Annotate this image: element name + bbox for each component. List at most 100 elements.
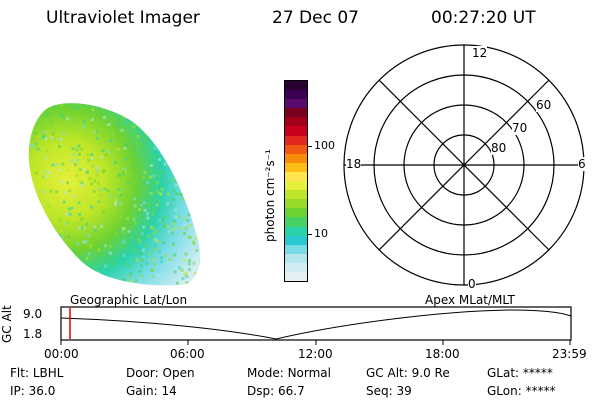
speckle-pixel: [93, 225, 97, 229]
speckle-pixel: [28, 200, 30, 204]
speckle-pixel: [144, 138, 148, 142]
speckle-pixel: [68, 266, 72, 270]
speckle-pixel: [178, 266, 182, 270]
speckle-pixel: [77, 144, 81, 148]
timeline-right-caption: Apex MLat/MLT: [425, 293, 515, 307]
speckle-pixel: [129, 112, 133, 116]
speckle-pixel: [179, 144, 183, 148]
status-glat: GLat: *****: [487, 366, 553, 380]
speckle-pixel: [181, 277, 185, 280]
colorbar-segment: [285, 181, 307, 191]
speckle-pixel: [156, 140, 160, 144]
speckle-pixel: [142, 175, 146, 179]
colorbar-segment: [285, 208, 307, 218]
speckle-pixel: [120, 128, 124, 132]
speckle-pixel: [42, 215, 46, 219]
speckle-pixel: [41, 97, 44, 100]
speckle-pixel: [35, 275, 39, 279]
speckle-pixel: [138, 241, 142, 245]
speckle-pixel: [78, 261, 82, 265]
speckle-pixel: [58, 234, 62, 238]
speckle-pixel: [113, 107, 117, 111]
speckle-pixel: [82, 220, 86, 224]
speckle-pixel: [59, 208, 63, 212]
speckle-pixel: [186, 113, 190, 117]
speckle-pixel: [207, 157, 210, 160]
speckle-pixel: [52, 281, 56, 285]
speckle-pixel: [209, 105, 210, 108]
speckle-pixel: [92, 189, 96, 193]
speckle-pixel: [66, 181, 70, 185]
speckle-pixel: [85, 121, 89, 124]
speckle-pixel: [28, 173, 30, 177]
speckle-pixel: [182, 103, 186, 106]
speckle-pixel: [118, 173, 122, 177]
speckle-pixel: [67, 207, 71, 211]
speckle-pixel: [182, 150, 186, 154]
speckle-pixel: [193, 124, 197, 128]
speckle-pixel: [178, 103, 182, 107]
speckle-pixel: [151, 212, 155, 216]
speckle-pixel: [174, 109, 178, 113]
speckle-pixel: [122, 115, 126, 119]
speckle-pixel: [105, 153, 108, 157]
speckle-pixel: [58, 145, 61, 148]
speckle-pixel: [49, 189, 53, 193]
speckle-pixel: [59, 171, 63, 175]
speckle-pixel: [189, 168, 193, 172]
speckle-pixel: [82, 255, 86, 259]
speckle-pixel: [136, 251, 140, 255]
speckle-pixel: [153, 262, 157, 266]
speckle-pixel: [133, 217, 136, 221]
speckle-pixel: [206, 232, 209, 235]
colorbar-segment: [285, 235, 307, 245]
speckle-pixel: [42, 134, 46, 138]
speckle-pixel: [85, 282, 89, 285]
status-ip: IP: 36.0: [10, 384, 56, 398]
status-seq: Seq: 39: [366, 384, 412, 398]
speckle-pixel: [182, 171, 185, 175]
colorbar-segment: [285, 171, 307, 182]
speckle-pixel: [23, 202, 26, 205]
speckle-pixel: [50, 136, 54, 140]
speckle-pixel: [145, 110, 149, 114]
speckle-pixel: [23, 98, 26, 101]
speckle-pixel: [175, 139, 179, 143]
speckle-pixel: [154, 238, 158, 242]
speckle-pixel: [149, 225, 153, 229]
speckle-pixel: [25, 137, 28, 140]
speckle-pixel: [204, 267, 207, 270]
speckle-pixel: [86, 153, 90, 157]
speckle-pixel: [58, 97, 61, 100]
speckle-pixel: [49, 103, 53, 104]
speckle-pixel: [115, 254, 119, 258]
speckle-pixel: [180, 268, 184, 272]
speckle-pixel: [192, 242, 196, 246]
speckle-pixel: [181, 97, 184, 100]
speckle-pixel: [128, 122, 132, 126]
speckle-pixel: [80, 91, 83, 94]
speckle-pixel: [163, 112, 167, 115]
speckle-pixel: [102, 212, 106, 216]
colorbar-segment: [285, 226, 307, 236]
speckle-pixel: [20, 213, 23, 216]
speckle-pixel: [175, 252, 179, 256]
speckle-pixel: [49, 120, 53, 124]
speckle-pixel: [20, 169, 23, 172]
speckle-pixel: [184, 252, 188, 256]
speckle-pixel: [161, 218, 165, 222]
speckle-pixel: [102, 100, 105, 103]
speckle-pixel: [202, 139, 205, 142]
speckle-pixel: [166, 105, 170, 108]
speckle-pixel: [202, 200, 205, 203]
speckle-pixel: [36, 147, 40, 151]
colorbar-tick-label-10: 10: [314, 227, 328, 240]
speckle-pixel: [175, 109, 179, 112]
speckle-pixel: [196, 239, 200, 243]
status-mode: Mode: Normal: [247, 366, 331, 380]
timeline-altitude-curve: [60, 309, 572, 340]
speckle-pixel: [24, 273, 27, 276]
speckle-pixel: [88, 244, 92, 248]
speckle-pixel: [114, 198, 118, 202]
speckle-pixel: [36, 111, 40, 115]
